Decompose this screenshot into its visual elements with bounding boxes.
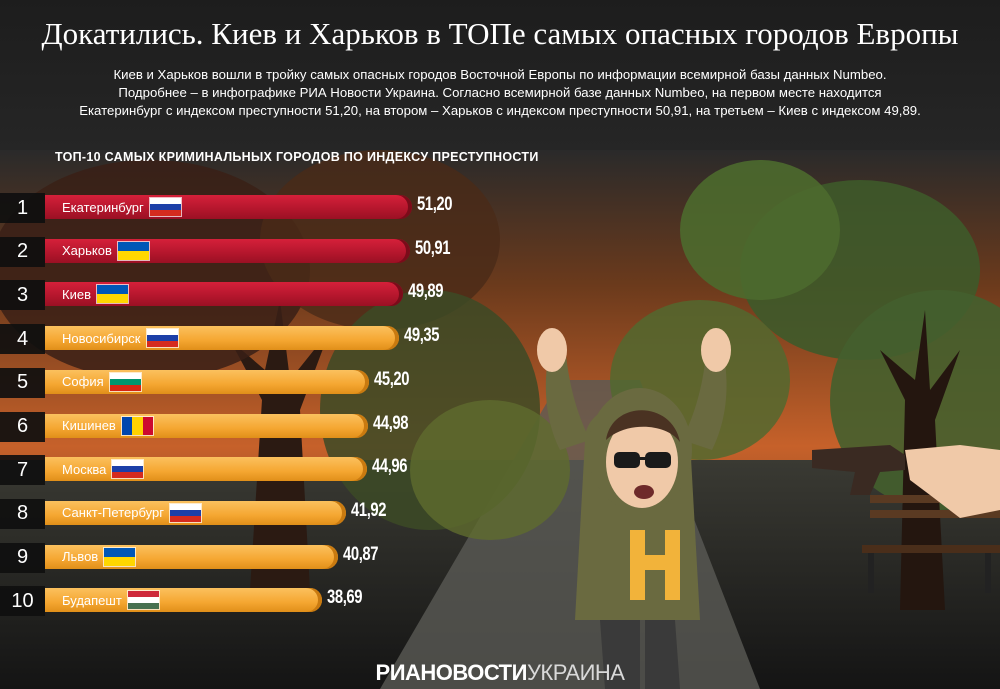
rank-label: 2 xyxy=(0,236,45,267)
ukraine-flag-icon xyxy=(95,284,129,305)
bar-label-group: Санкт-Петербург xyxy=(62,501,202,525)
bar-label-group: Новосибирск xyxy=(62,326,179,350)
category-label: Екатеринбург xyxy=(62,199,144,215)
ukraine-flag-icon xyxy=(116,240,150,261)
bar xyxy=(45,326,399,351)
subtitle: Киев и Харьков вошли в тройку самых опас… xyxy=(40,66,960,120)
subtitle-line: Екатеринбург с индексом преступности 51,… xyxy=(79,103,921,118)
chart-row: 1 Екатеринбург 51,20 xyxy=(0,193,520,223)
subtitle-line: Киев и Харьков вошли в тройку самых опас… xyxy=(113,67,887,82)
category-label: Львов xyxy=(62,549,99,565)
logo-bold-text: РИАНОВОСТИ xyxy=(375,660,528,685)
value-label: 40,87 xyxy=(343,543,379,565)
bar xyxy=(45,588,323,613)
subtitle-line: Подробнее – в инфографике РИА Новости Ук… xyxy=(118,85,882,100)
bulgaria-flag-icon xyxy=(108,371,142,392)
chart-title: ТОП-10 САМЫХ КРИМИНАЛЬНЫХ ГОРОДОВ ПО ИНД… xyxy=(55,150,539,164)
bar xyxy=(45,413,368,438)
bar-label-group: Будапешт xyxy=(62,588,160,612)
russia-flag-icon xyxy=(145,328,179,349)
bar xyxy=(45,238,411,263)
bar-label-group: Харьков xyxy=(62,239,150,263)
bar xyxy=(45,544,339,569)
chart-row: 7 Москва 44,96 xyxy=(0,455,520,486)
category-label: Москва xyxy=(62,461,107,477)
bar-label-group: Екатеринбург xyxy=(62,195,182,219)
value-label: 45,20 xyxy=(374,368,410,390)
rank-label: 9 xyxy=(0,542,45,573)
category-label: Новосибирск xyxy=(62,330,141,346)
bench-icon xyxy=(862,495,1000,593)
bar-label-group: Кишинев xyxy=(62,414,154,438)
category-label: Харьков xyxy=(62,243,112,259)
rank-label: 6 xyxy=(0,411,45,442)
russia-flag-icon xyxy=(111,459,145,480)
value-label: 50,91 xyxy=(415,237,451,259)
value-label: 44,98 xyxy=(372,412,409,434)
bar-label-group: София xyxy=(62,370,142,394)
category-label: София xyxy=(62,374,104,390)
rank-label: 1 xyxy=(0,193,45,223)
rank-label: 10 xyxy=(0,586,45,617)
bar-label-group: Львов xyxy=(62,545,137,569)
chart-row: 8 Санкт-Петербург 41,92 xyxy=(0,498,520,529)
bar-label-group: Киев xyxy=(62,282,129,306)
russia-flag-icon xyxy=(168,502,202,523)
gun-icon xyxy=(812,445,1000,518)
rank-label: 3 xyxy=(0,280,45,311)
bar-label-group: Москва xyxy=(62,457,145,481)
chart-row: 5 София 45,20 xyxy=(0,367,520,398)
rank-label: 4 xyxy=(0,324,45,355)
value-label: 49,35 xyxy=(403,325,440,347)
russia-flag-icon xyxy=(148,197,182,217)
rank-label: 8 xyxy=(0,498,45,529)
rank-label: 7 xyxy=(0,455,45,486)
page-title: Докатились. Киев и Харьков в ТОПе самых … xyxy=(41,16,959,51)
rank-label: 5 xyxy=(0,367,45,398)
value-label: 41,92 xyxy=(350,499,387,521)
chart-row: 4 Новосибирск 49,35 xyxy=(0,324,520,355)
scared-man-icon xyxy=(537,328,731,689)
chart-row: 6 Кишинев 44,98 xyxy=(0,411,520,442)
hungary-flag-icon xyxy=(126,590,160,611)
value-label: 49,89 xyxy=(407,281,444,303)
bar xyxy=(45,195,413,219)
logo: РИАНОВОСТИУКРАИНА xyxy=(0,660,1000,686)
ukraine-flag-icon xyxy=(103,546,137,567)
value-label: 44,96 xyxy=(372,456,408,478)
chart-row: 9 Львов 40,87 xyxy=(0,542,520,573)
value-label: 51,20 xyxy=(417,194,453,215)
logo-light-text: УКРАИНА xyxy=(526,660,625,685)
category-label: Кишинев xyxy=(62,418,116,433)
chart-row: 2 Харьков 50,91 xyxy=(0,236,520,267)
category-label: Киев xyxy=(62,286,91,302)
chart-row: 3 Киев 49,89 xyxy=(0,280,520,311)
value-label: 38,69 xyxy=(327,587,363,609)
category-label: Будапешт xyxy=(62,592,122,608)
moldova-flag-icon xyxy=(120,415,154,436)
chart-row: 10 Будапешт 38,69 xyxy=(0,586,520,617)
bar xyxy=(45,457,368,482)
bar xyxy=(45,369,370,394)
category-label: Санкт-Петербург xyxy=(62,505,164,521)
